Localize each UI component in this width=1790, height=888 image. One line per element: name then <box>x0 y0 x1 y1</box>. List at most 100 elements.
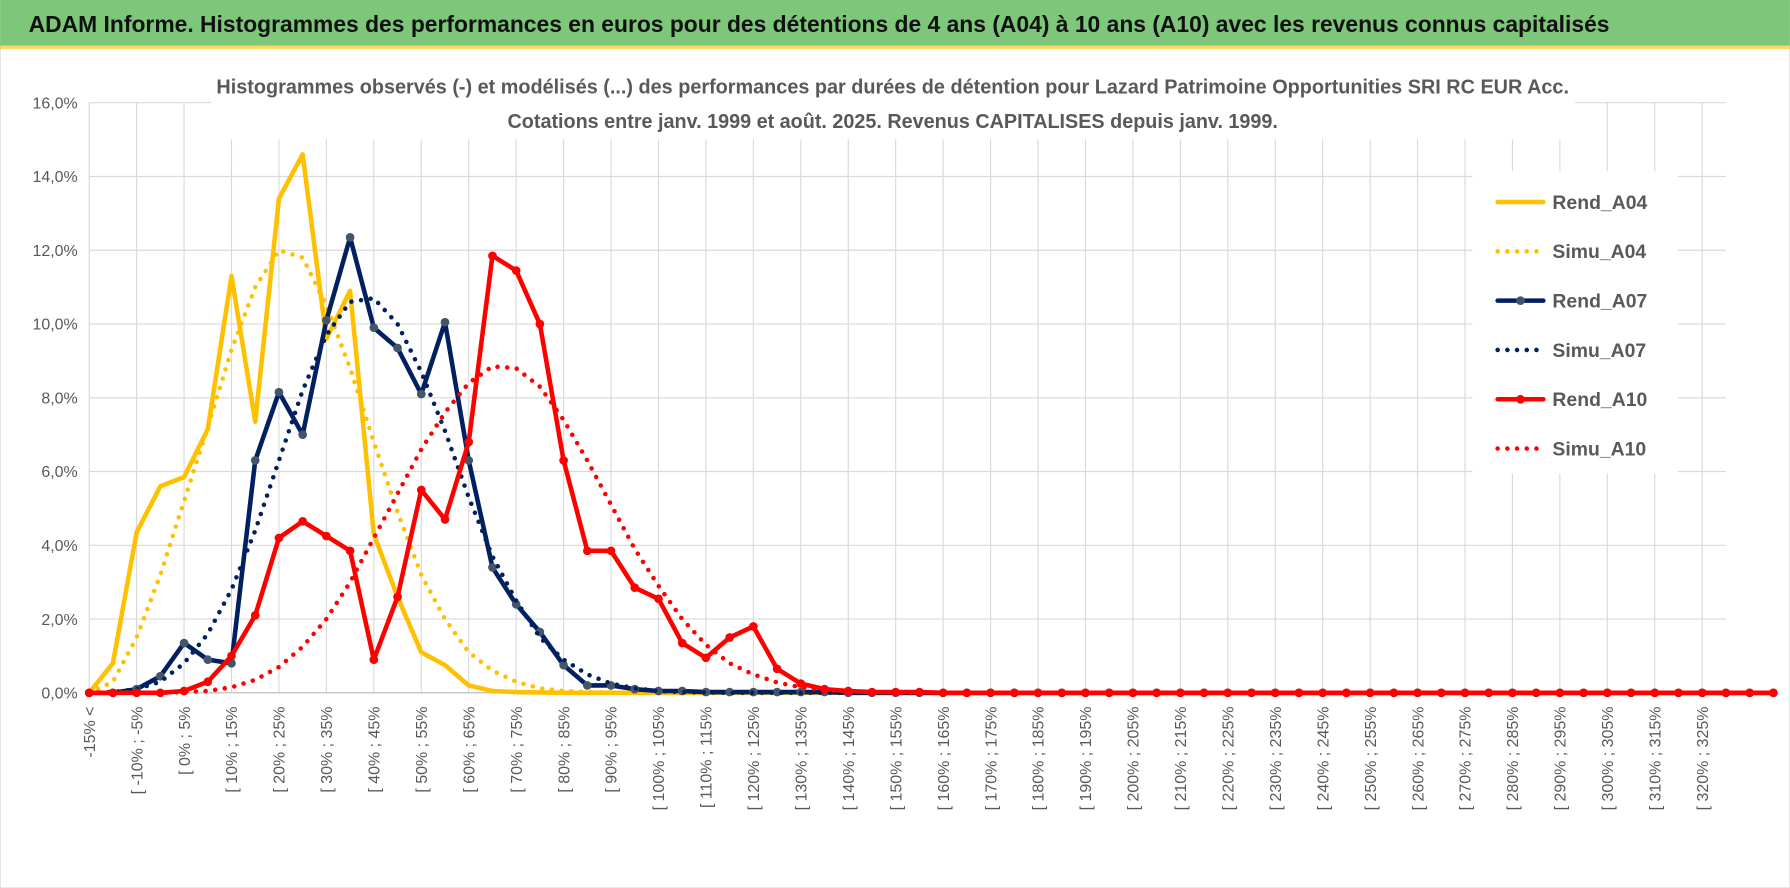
series-marker <box>369 655 379 664</box>
x-tick-label: [ 300% ; 305% <box>1600 707 1617 811</box>
header-bar <box>0 0 1790 46</box>
series-marker <box>227 651 236 661</box>
series-marker <box>416 485 426 495</box>
series-marker <box>582 546 592 556</box>
series-marker <box>488 563 497 572</box>
series-marker <box>250 611 260 620</box>
x-tick-label: [ 310% ; 315% <box>1647 707 1664 811</box>
series-marker <box>250 456 260 465</box>
legend-label: Simu_A04 <box>1552 241 1646 263</box>
x-tick-label: [ 30% ; 35% <box>319 707 336 793</box>
series-marker <box>274 533 284 543</box>
series-marker <box>559 456 568 465</box>
series-marker <box>938 688 948 698</box>
x-tick-label: [ 90% ; 95% <box>604 707 621 793</box>
x-tick-label: [ 130% ; 135% <box>794 707 811 811</box>
series-marker <box>1318 688 1328 698</box>
x-tick-label: [ 320% ; 325% <box>1695 707 1712 811</box>
x-tick-label: [ 0% ; 5% <box>177 707 194 775</box>
chart-title: Histogrammes observés (-) et modélisés (… <box>216 76 1569 99</box>
series-marker <box>1436 688 1446 698</box>
series-marker <box>772 687 782 697</box>
series-marker <box>1223 688 1233 698</box>
series-marker <box>559 660 568 670</box>
y-tick-label: 0,0% <box>41 686 77 703</box>
x-tick-label: [ 150% ; 155% <box>888 707 905 811</box>
x-tick-label: [ 290% ; 295% <box>1553 707 1570 811</box>
header-rule <box>0 45 1790 50</box>
series-marker <box>725 633 734 642</box>
series-marker <box>274 387 284 397</box>
series-marker <box>298 516 308 526</box>
series-marker <box>701 653 711 663</box>
series-marker <box>630 583 640 593</box>
series-marker <box>606 546 616 556</box>
series-line <box>86 295 1776 696</box>
series-marker <box>369 323 379 333</box>
series-marker <box>345 546 355 556</box>
x-tick-label: [ 180% ; 185% <box>1031 707 1048 811</box>
x-tick-label: [ 170% ; 175% <box>983 707 1000 811</box>
series-marker <box>843 686 853 696</box>
series-marker <box>1650 688 1660 698</box>
y-tick-label: 16,0% <box>32 95 77 112</box>
series-marker <box>511 266 521 275</box>
legend-label: Rend_A07 <box>1552 290 1647 312</box>
y-tick-label: 14,0% <box>32 169 77 186</box>
series-marker <box>1579 688 1588 698</box>
series-marker <box>511 599 521 609</box>
series-marker <box>203 677 213 687</box>
x-tick-label: [ 280% ; 285% <box>1505 707 1522 811</box>
y-tick-label: 6,0% <box>41 464 77 481</box>
x-tick-label: [ 40% ; 45% <box>367 707 384 793</box>
x-tick-label: [ 190% ; 195% <box>1078 707 1095 811</box>
legend-label: Simu_A07 <box>1552 340 1646 362</box>
x-tick-label: -15% < <box>82 707 99 758</box>
x-tick-label: [ 250% ; 255% <box>1363 707 1380 811</box>
series-line <box>86 364 1776 696</box>
legend-marker <box>1516 394 1525 404</box>
y-tick-label: 2,0% <box>41 612 77 629</box>
series-marker <box>1152 688 1161 698</box>
series-marker <box>416 389 426 399</box>
series-marker <box>203 655 213 664</box>
legend-label: Simu_A10 <box>1552 438 1646 460</box>
x-tick-label: [ 230% ; 235% <box>1268 707 1285 811</box>
y-tick-label: 12,0% <box>32 243 77 260</box>
title-box <box>211 66 1576 140</box>
series-marker <box>322 315 331 325</box>
x-tick-label: [ 220% ; 225% <box>1220 707 1237 811</box>
x-tick-label: [ 80% ; 85% <box>556 707 573 793</box>
series-marker <box>749 622 758 631</box>
series-marker <box>535 319 545 329</box>
series-marker <box>582 681 592 690</box>
series-marker <box>1104 688 1114 698</box>
legend: Rend_A04 Simu_A04 Rend_A07 Simu_A07 Rend_A10… <box>1495 192 1647 460</box>
series-marker <box>298 430 308 439</box>
header-title: ADAM Informe. Histogrammes des performan… <box>29 11 1610 37</box>
legend-label: Rend_A10 <box>1552 389 1647 411</box>
series-marker <box>1531 688 1541 698</box>
series-marker <box>393 592 402 602</box>
x-tick-label: [ 270% ; 275% <box>1458 707 1475 811</box>
x-tick-label: [ 210% ; 215% <box>1173 707 1190 811</box>
series-marker <box>1365 688 1375 698</box>
chart-subtitle: Cotations entre janv. 1999 et août. 2025… <box>507 110 1277 133</box>
series-marker <box>322 531 331 541</box>
x-tick-label: [ 20% ; 25% <box>272 707 289 793</box>
legend-box <box>1472 171 1678 474</box>
x-tick-label: [ 110% ; 115% <box>699 707 716 809</box>
series-marker <box>464 437 474 447</box>
y-tick-label: 8,0% <box>41 390 77 407</box>
x-tick-label: [ 100% ; 105% <box>651 707 668 811</box>
x-tick-label: [ 160% ; 165% <box>936 707 953 811</box>
y-tick-label: 10,0% <box>32 317 77 334</box>
series-marker <box>440 317 450 327</box>
x-tick-label: [ 60% ; 65% <box>461 707 478 793</box>
series-marker <box>156 688 165 698</box>
series-marker <box>1009 688 1019 698</box>
series-marker <box>796 679 806 688</box>
x-tick-label: [ 260% ; 265% <box>1410 707 1427 811</box>
series-marker <box>1697 688 1707 698</box>
